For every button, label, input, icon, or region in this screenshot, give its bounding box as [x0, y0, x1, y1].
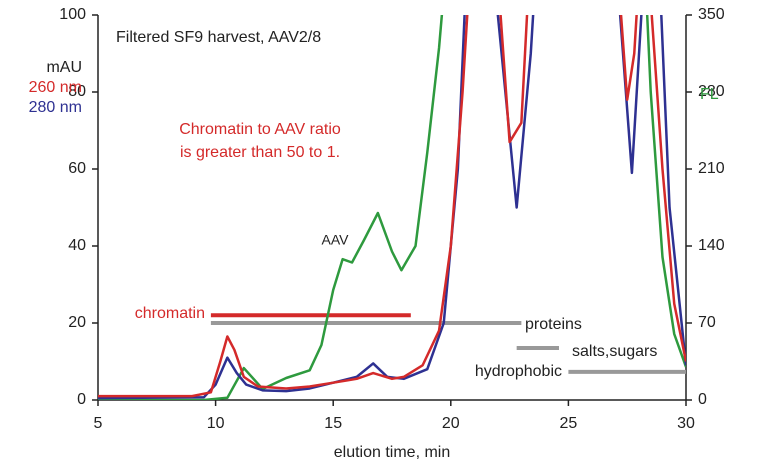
x-tick-label: 10: [207, 415, 225, 432]
y-tick-label: 60: [68, 160, 86, 177]
legend-label: FL: [700, 86, 719, 103]
y2-tick-label: 140: [698, 237, 725, 254]
x-tick-label: 30: [677, 415, 695, 432]
legend-label: 260 nm: [29, 79, 82, 96]
y2-tick-label: 0: [698, 391, 707, 408]
y-tick-label: 100: [59, 6, 86, 23]
y-axis-label: mAU: [46, 59, 82, 76]
y2-tick-label: 280: [698, 83, 725, 100]
y-tick-label: 20: [68, 314, 86, 331]
chart-title: Filtered SF9 harvest, AAV2/8: [116, 29, 321, 46]
chromatin-label: chromatin: [135, 305, 205, 322]
y2-tick-label: 70: [698, 314, 716, 331]
y-tick-label: 0: [77, 391, 86, 408]
series-line: [98, 15, 686, 398]
y-tick-label: 80: [68, 83, 86, 100]
annotation: is greater than 50 to 1.: [180, 144, 340, 161]
x-tick-label: 20: [442, 415, 460, 432]
y2-tick-label: 210: [698, 160, 725, 177]
x-axis-label: elution time, min: [334, 444, 451, 461]
series-line: [98, 15, 686, 400]
legend-label: 280 nm: [29, 99, 82, 116]
x-tick-label: 15: [324, 415, 342, 432]
annotation: Chromatin to AAV ratio: [179, 121, 341, 138]
x-tick-label: 5: [94, 415, 103, 432]
range-label: salts,sugars: [572, 343, 657, 360]
x-tick-label: 25: [560, 415, 578, 432]
annotation: AAV: [322, 232, 350, 248]
series-line: [98, 15, 686, 400]
y2-tick-label: 350: [698, 6, 725, 23]
range-label: hydrophobic: [475, 363, 562, 380]
range-label: proteins: [525, 316, 582, 333]
y-tick-label: 40: [68, 237, 86, 254]
